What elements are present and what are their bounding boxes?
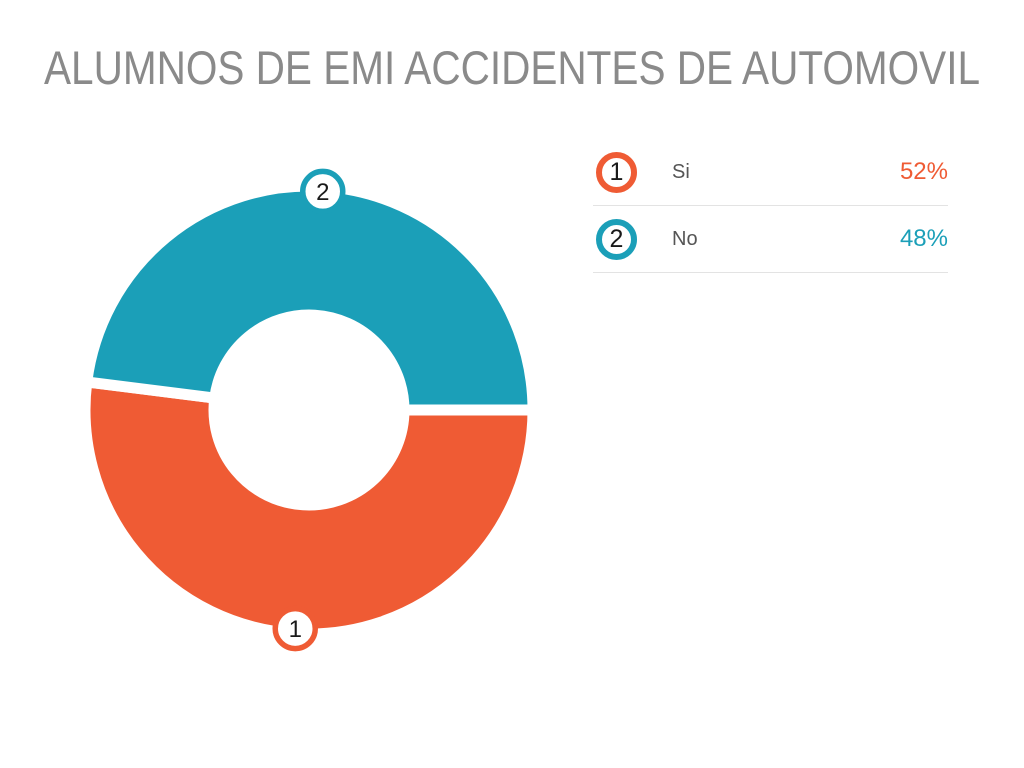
legend: 1 Si 52% 2 No 48% [593,139,948,273]
legend-value-no: 48% [899,225,948,252]
donut-slice-no[interactable] [81,180,539,416]
legend-row-si[interactable]: 1 Si 52% [593,139,948,206]
legend-row-no[interactable]: 2 No 48% [593,206,948,273]
slice-marker-1: 1 [272,605,318,652]
legend-marker-2: 2 [596,218,637,260]
donut-slice-si[interactable] [79,376,539,640]
slice-marker-number: 1 [289,616,302,643]
legend-marker-1: 1 [596,151,637,193]
legend-label-si: Si [672,160,690,183]
legend-label-no: No [672,227,698,250]
slice-marker-number: 2 [316,179,329,206]
page-title: ALUMNOS DE EMI ACCIDENTES DE AUTOMOVIL [44,41,980,94]
legend-value-si: 52% [899,158,948,185]
donut-slices: 12 [79,168,539,652]
slice-marker-2: 2 [300,168,346,215]
legend-marker-number: 1 [609,157,624,186]
legend-marker-number: 2 [609,224,624,253]
